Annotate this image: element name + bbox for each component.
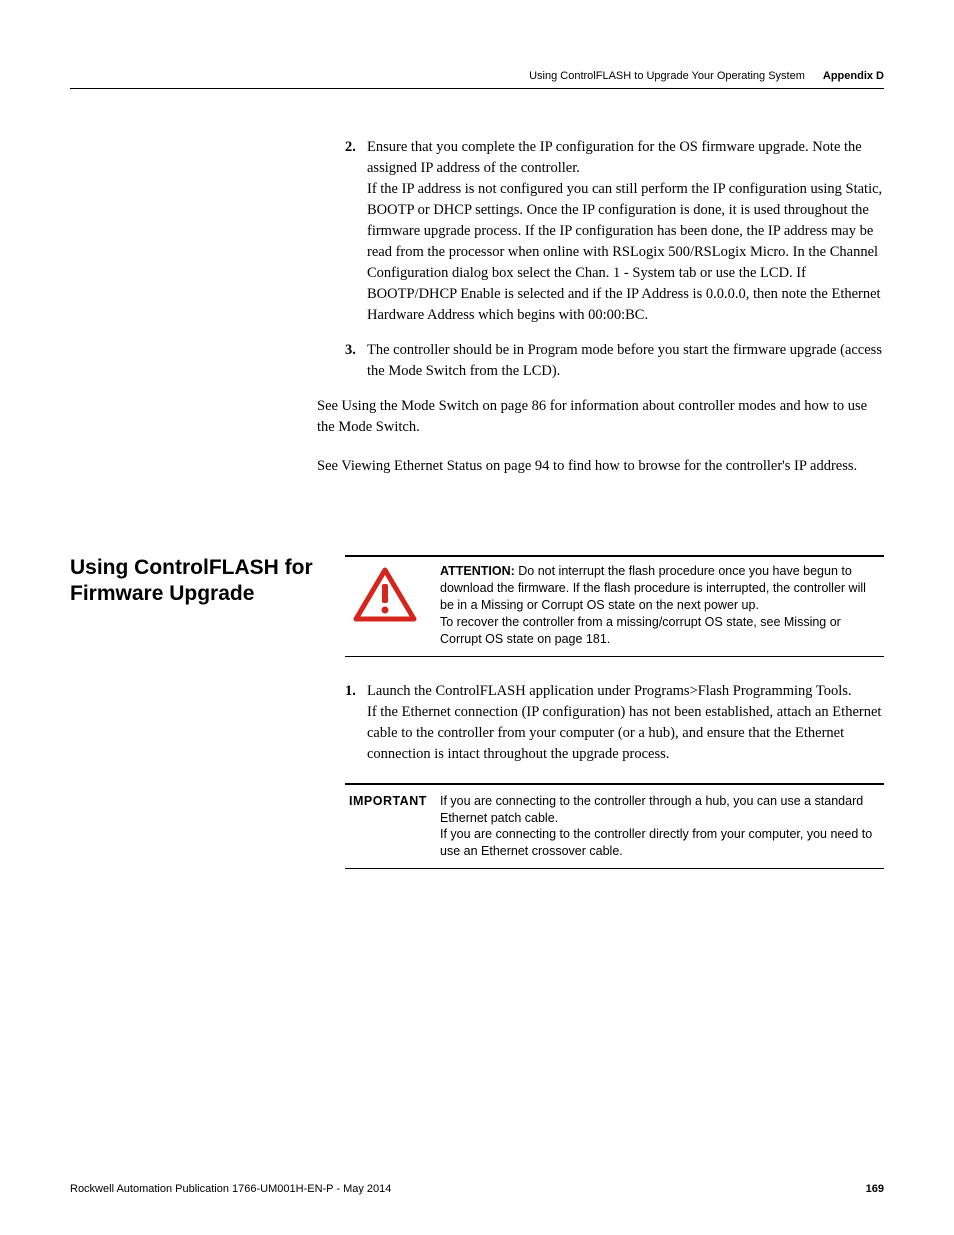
step-number: 1. <box>345 681 367 765</box>
step-item: 3. The controller should be in Program m… <box>345 340 884 382</box>
right-content-col: 2. Ensure that you complete the IP confi… <box>345 137 884 495</box>
step-item: 2. Ensure that you complete the IP confi… <box>345 137 884 326</box>
step-body: Launch the ControlFLASH application unde… <box>367 681 884 765</box>
left-heading-col: Using ControlFLASH for Firmware Upgrade <box>70 555 315 869</box>
step-number: 3. <box>345 340 367 382</box>
attention-icon-cell <box>345 563 440 647</box>
page-footer: Rockwell Automation Publication 1766-UM0… <box>70 1183 884 1195</box>
attention-text: ATTENTION: Do not interrupt the flash pr… <box>440 563 884 647</box>
footer-page-number: 169 <box>866 1183 884 1195</box>
attention-triangle-icon <box>353 567 417 623</box>
page-header: Using ControlFLASH to Upgrade Your Opera… <box>70 70 884 89</box>
footer-publication: Rockwell Automation Publication 1766-UM0… <box>70 1183 391 1195</box>
page: Using ControlFLASH to Upgrade Your Opera… <box>0 0 954 1235</box>
important-label: IMPORTANT <box>345 793 440 861</box>
attention-label: ATTENTION: <box>440 564 515 578</box>
content-top: 2. Ensure that you complete the IP confi… <box>70 137 884 495</box>
attention-callout: ATTENTION: Do not interrupt the flash pr… <box>345 555 884 656</box>
section-heading: Using ControlFLASH for Firmware Upgrade <box>70 555 315 608</box>
section-firmware-upgrade: Using ControlFLASH for Firmware Upgrade … <box>70 555 884 869</box>
paragraph: See Using the Mode Switch on page 86 for… <box>317 396 884 438</box>
header-appendix: Appendix D <box>823 70 884 82</box>
step-number: 2. <box>345 137 367 326</box>
paragraph: See Viewing Ethernet Status on page 94 t… <box>317 456 884 477</box>
important-text: If you are connecting to the controller … <box>440 793 884 861</box>
left-margin-col <box>70 137 315 495</box>
important-callout: IMPORTANT If you are connecting to the c… <box>345 783 884 870</box>
section-body-col: ATTENTION: Do not interrupt the flash pr… <box>345 555 884 869</box>
step-body: The controller should be in Program mode… <box>367 340 884 382</box>
step-item: 1. Launch the ControlFLASH application u… <box>345 681 884 765</box>
header-running-title: Using ControlFLASH to Upgrade Your Opera… <box>529 70 805 82</box>
step-body: Ensure that you complete the IP configur… <box>367 137 884 326</box>
